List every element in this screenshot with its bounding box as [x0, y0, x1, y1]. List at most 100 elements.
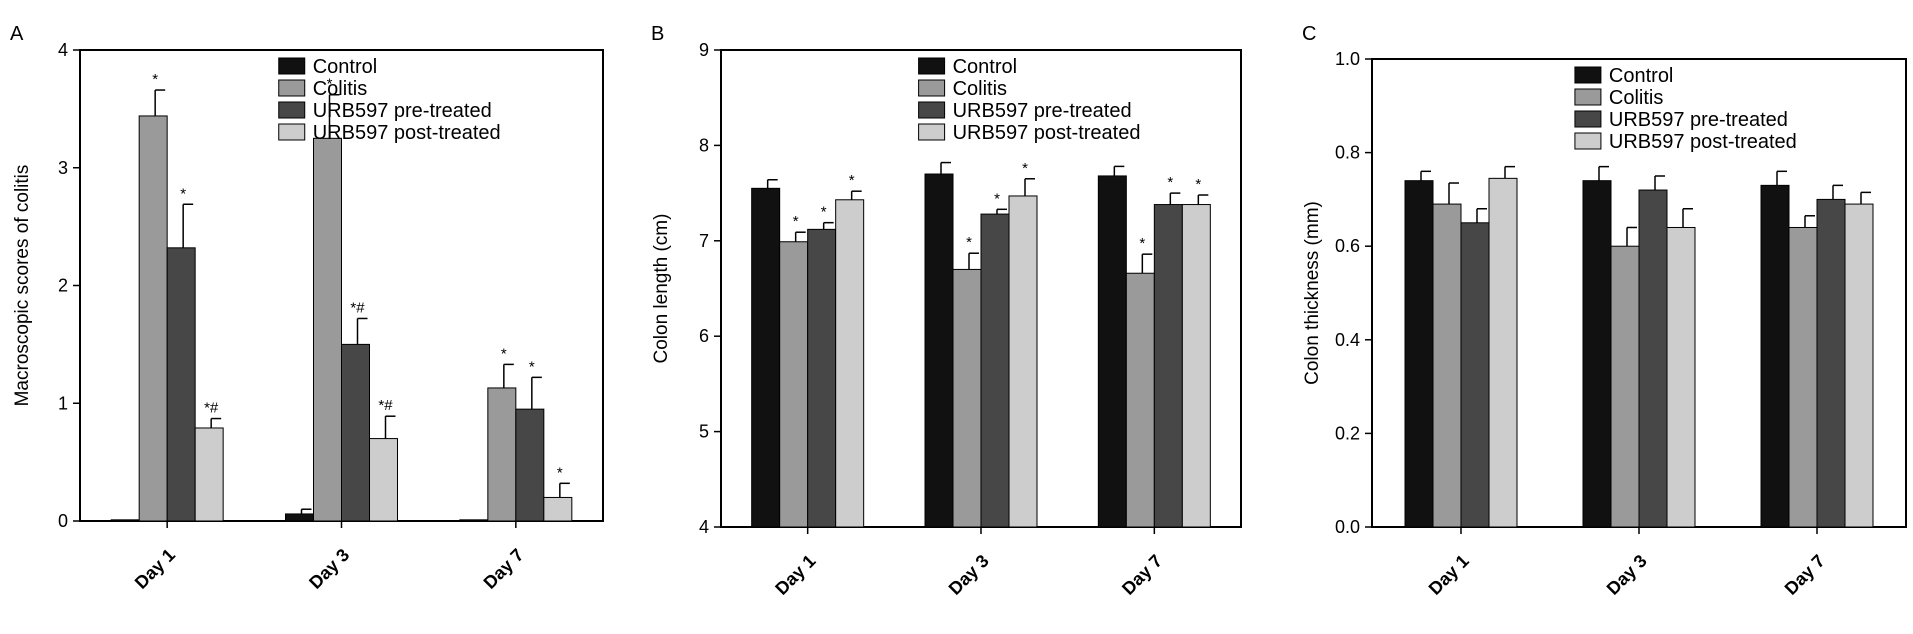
panel-a-legend-swatch	[278, 79, 306, 97]
panel-a-letter: A	[10, 23, 24, 45]
panel-b-bar	[1153, 204, 1183, 528]
panel-a-ylabel: Macroscopic scores of colitis	[12, 165, 33, 407]
panel-b-bar	[1097, 175, 1127, 528]
panel-b-ytick-label: 8	[699, 135, 709, 155]
panel-c-bar	[1582, 180, 1612, 528]
panel-c-bar	[1666, 226, 1696, 528]
panel-b-significance-label: *	[994, 190, 1000, 207]
panel-a-significance-label: *	[529, 358, 535, 375]
panel-a-legend-swatch	[278, 57, 306, 75]
panel-b-significance-label: *	[849, 172, 855, 189]
panel-b-bar	[1125, 272, 1155, 528]
panel-a-bar	[369, 438, 398, 522]
panel-b-ytick-label: 9	[699, 40, 709, 60]
panel-b-significance-label: *	[1195, 176, 1201, 193]
panel-b-category-label: Day 1	[771, 551, 819, 599]
panel-b-bar	[1181, 204, 1211, 528]
panel-a-legend-swatch	[278, 123, 306, 141]
panel-a-significance-label: *	[557, 464, 563, 481]
panel-b-ytick-label: 4	[699, 517, 709, 537]
panel-a-bar	[194, 427, 224, 522]
panel-c-category-label: Day 7	[1781, 551, 1829, 599]
panel-c-bar	[1638, 189, 1668, 528]
panel-b-legend-swatch	[918, 101, 946, 119]
panel-b-ylabel: Colon length (cm)	[651, 214, 672, 364]
panel-a-bar	[313, 137, 342, 522]
panel-b-bar	[835, 199, 865, 528]
panel-c-letter: C	[1302, 23, 1316, 45]
panel-b-legend-label: Colitis	[953, 78, 1007, 100]
panel-c-category-label: Day 3	[1603, 551, 1651, 599]
panel-c-bar	[1788, 226, 1818, 528]
panel-c-legend-label: Control	[1609, 65, 1673, 87]
panel-a-bar	[341, 343, 370, 522]
panel-c-bar	[1404, 180, 1434, 528]
panel-c-legend-label: Colitis	[1609, 87, 1663, 109]
panel-a-legend-label: Control	[313, 56, 377, 78]
panel-a-ytick-label: 2	[58, 276, 68, 296]
panel-a-bar	[459, 519, 489, 522]
panel-b-legend-swatch	[918, 79, 946, 97]
panel-c-bar	[1816, 198, 1846, 528]
panel-a-ytick-label: 1	[58, 393, 68, 413]
panel-a-ytick-label: 4	[58, 40, 68, 60]
panel-a-legend-label: URB597 post-treated	[313, 122, 501, 144]
panel-c-category-label: Day 1	[1425, 551, 1473, 599]
panel-b-bar	[779, 241, 809, 528]
panel-b-ytick-label: 7	[699, 231, 709, 251]
panel-a-category-label: Day 7	[480, 545, 528, 593]
panel-b-significance-label: *	[1139, 235, 1145, 252]
panel-b-significance-label: *	[966, 234, 972, 251]
panel-b-bar	[952, 268, 982, 528]
panel-b-bar	[924, 173, 954, 528]
panel-a-significance-label: *#	[378, 397, 393, 414]
panel-c-ylabel: Colon thickness (mm)	[1302, 201, 1323, 385]
panel-b-category-label: Day 3	[945, 551, 993, 599]
panel-a-significance-label: *	[152, 71, 158, 88]
panel-a-significance-label: *	[327, 76, 333, 93]
panel-b-significance-label: *	[1022, 160, 1028, 177]
panel-a-bar	[515, 408, 545, 522]
panel-c-ytick-label: 1.0	[1335, 49, 1360, 69]
panel-a-significance-label: *#	[350, 299, 365, 316]
panel-b-bar	[751, 187, 781, 528]
panel-c-ytick-label: 0.8	[1335, 143, 1360, 163]
panel-b-ytick-label: 6	[699, 326, 709, 346]
panel-b-significance-label: *	[793, 213, 799, 230]
panel-b-legend-label: URB597 post-treated	[953, 122, 1141, 144]
panel-b-bar	[807, 228, 837, 528]
panel-b-category-label: Day 7	[1118, 551, 1166, 599]
panel-c-bar	[1488, 177, 1518, 528]
panel-c-legend-label: URB597 post-treated	[1609, 131, 1797, 153]
panel-b-legend-swatch	[918, 123, 946, 141]
panel-b-legend-swatch	[918, 57, 946, 75]
panel-c-legend-swatch	[1574, 110, 1602, 128]
panel-a-bar	[166, 247, 196, 522]
panel-c-bar	[1760, 184, 1790, 528]
panel-a-ytick-label: 0	[58, 511, 68, 531]
panel-a-bar	[543, 496, 573, 522]
panel-c-bar	[1844, 203, 1874, 528]
panel-a-significance-label: *	[180, 185, 186, 202]
panel-b-legend-label: Control	[953, 56, 1017, 78]
panel-c-legend-swatch	[1574, 132, 1602, 150]
panel-c-bar	[1610, 245, 1640, 528]
panel-b-significance-label: *	[1167, 174, 1173, 191]
panel-b-bar	[1008, 195, 1038, 528]
panel-c-ytick-label: 0.4	[1335, 330, 1360, 350]
panel-b-significance-label: *	[821, 204, 827, 221]
panel-c-ytick-label: 0.0	[1335, 517, 1360, 537]
panel-a-significance-label: *#	[204, 400, 219, 417]
panel-a-bar	[138, 115, 168, 522]
panel-c-legend-label: URB597 pre-treated	[1609, 109, 1788, 131]
panel-a-legend-swatch	[278, 101, 306, 119]
panel-a-legend-label: Colitis	[313, 78, 367, 100]
panel-c-bar	[1432, 203, 1462, 528]
panel-a-category-label: Day 3	[305, 545, 353, 593]
panel-b-letter: B	[651, 23, 664, 45]
panel-a-bar	[487, 387, 517, 522]
panel-a-ytick-label: 3	[58, 158, 68, 178]
panel-c-legend-swatch	[1574, 66, 1602, 84]
panel-a-bar	[110, 519, 140, 522]
